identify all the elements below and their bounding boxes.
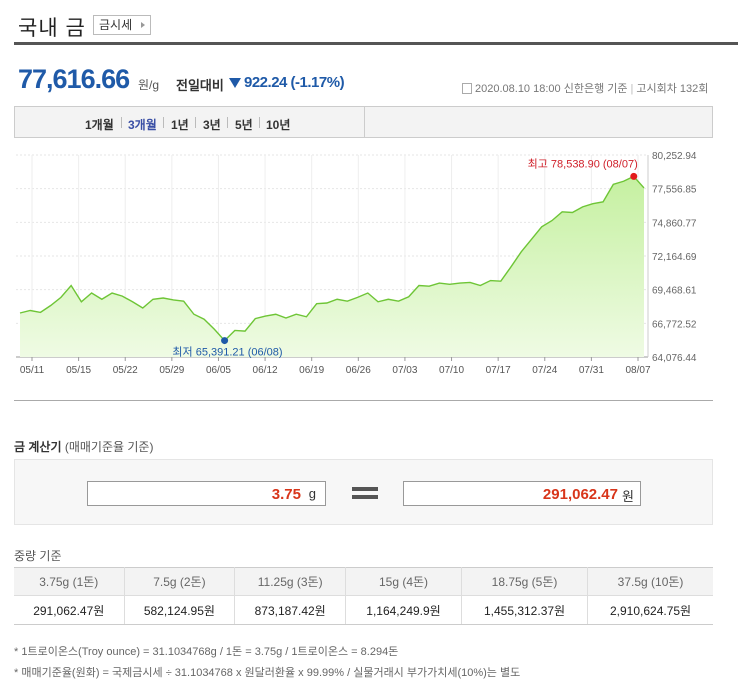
- price-chart-svg: 80,252.94 77,556.85 74,860.77 72,164.69 69,4…: [16, 151, 697, 376]
- calculator-title: 금 계산기 (매매기준율 기준): [14, 438, 153, 455]
- x-tick-label: 05/15: [66, 365, 91, 376]
- price-area: [20, 176, 644, 357]
- document-icon: [462, 83, 472, 94]
- calculator-subtitle: (매매기준율 기준): [64, 440, 154, 454]
- y-tick-label: 77,556.85: [652, 185, 697, 196]
- tab-3-year[interactable]: 3년: [203, 118, 221, 132]
- min-label: 최저 65,391.21 (06/08): [172, 346, 282, 359]
- diff-label: 전일대비: [176, 78, 224, 93]
- weight-value-cell: 1,455,312.37원: [461, 595, 589, 625]
- weight-header-cell: 18.75g (5돈): [461, 567, 589, 596]
- current-price: 77,616.66: [18, 64, 130, 94]
- x-tick-label: 06/05: [206, 365, 231, 376]
- weight-input-unit: g: [308, 486, 316, 501]
- weight-value-cell: 1,164,249.9원: [345, 595, 462, 625]
- calculator-box: 3.75 g 291,062.47 원: [14, 459, 713, 525]
- quote-round: 고시회차 132회: [636, 83, 709, 95]
- max-label: 최고 78,538.90 (08/07): [528, 157, 638, 170]
- diff-value: 922.24 (-1.17%): [244, 74, 345, 91]
- weight-header-cell: 7.5g (2돈): [124, 567, 236, 596]
- min-point: [221, 337, 229, 345]
- quote-bank: 신한은행 기준: [563, 83, 628, 95]
- x-tick-label: 06/12: [253, 365, 278, 376]
- price-unit: 원/g: [138, 78, 160, 92]
- weight-table-header: 3.75g (1돈) 7.5g (2돈) 11.25g (3돈) 15g (4돈…: [14, 567, 713, 596]
- x-tick-label: 05/11: [20, 365, 45, 376]
- x-tick-label: 07/03: [392, 365, 417, 376]
- weight-table-row: 291,062.47원 582,124.95원 873,187.42원 1,16…: [14, 595, 713, 625]
- quote-row: 77,616.66 원/g 전일대비 922.24 (-1.17%) 2020.…: [18, 64, 718, 96]
- x-tick-label: 07/10: [439, 365, 464, 376]
- equals-icon-lower: [352, 495, 378, 499]
- tab-1-year[interactable]: 1년: [171, 118, 189, 132]
- tab-1-month[interactable]: 1개월: [85, 118, 114, 132]
- weight-header-cell: 3.75g (1돈): [14, 567, 125, 596]
- weight-value-cell: 582,124.95원: [124, 595, 236, 625]
- price-line: [19, 175, 645, 342]
- gold-price-tag-button[interactable]: 금시세: [93, 15, 152, 35]
- weight-header-cell: 15g (4돈): [345, 567, 462, 596]
- weight-value-cell: 873,187.42원: [234, 595, 347, 625]
- period-tab-group: 1개월 3개월 1년 3년 5년 10년: [15, 107, 365, 137]
- won-input-value: 291,062.47: [542, 486, 618, 503]
- x-tick-label: 05/22: [113, 365, 138, 376]
- tab-3-month[interactable]: 3개월: [128, 118, 157, 132]
- x-tick-label: 06/26: [346, 365, 371, 376]
- price-chart: 80,252.94 77,556.85 74,860.77 72,164.69 69,4…: [0, 140, 738, 380]
- chevron-right-icon: [141, 22, 146, 28]
- weight-input[interactable]: 3.75 g: [87, 481, 326, 506]
- won-input[interactable]: 291,062.47 원: [403, 481, 641, 506]
- weight-value-cell: 291,062.47원: [14, 595, 125, 625]
- note-exchange-rate: * 매매기준율(원화) = 국제금시세 ÷ 31.1034768 x 원달러환율…: [14, 667, 521, 679]
- quote-date: 2020.08.10 18:00: [475, 83, 561, 95]
- y-tick-label: 80,252.94: [652, 151, 697, 162]
- weight-value-cell: 2,910,624.75원: [587, 595, 713, 625]
- quote-meta: 2020.08.10 18:00 신한은행 기준 | 고시회차 132회: [462, 80, 708, 96]
- y-tick-label: 74,860.77: [652, 218, 697, 229]
- note-troy-ounce: * 1트로이온스(Troy ounce) = 31.1034768g / 1돈 …: [14, 646, 399, 658]
- x-tick-label: 07/17: [486, 365, 511, 376]
- x-tick-label: 07/31: [579, 365, 604, 376]
- y-tick-label: 69,468.61: [652, 286, 697, 297]
- down-arrow-icon: [229, 78, 241, 88]
- header: 국내 금 금시세: [14, 8, 738, 45]
- calculator-title-text: 금 계산기: [14, 440, 62, 454]
- x-tick-label: 07/24: [532, 365, 557, 376]
- weight-input-value: 3.75: [271, 486, 301, 503]
- section-divider: [14, 400, 713, 401]
- y-tick-label: 64,076.44: [652, 353, 697, 364]
- won-input-unit: 원: [622, 489, 634, 504]
- x-tick-label: 08/07: [625, 365, 650, 376]
- y-tick-label: 72,164.69: [652, 252, 697, 263]
- tab-5-year[interactable]: 5년: [235, 118, 253, 132]
- y-tick-label: 66,772.52: [652, 319, 697, 330]
- weight-header-cell: 37.5g (10돈): [587, 567, 713, 596]
- period-tabs: 1개월 3개월 1년 3년 5년 10년: [14, 106, 713, 138]
- tab-10-year[interactable]: 10년: [266, 118, 291, 132]
- weight-header-cell: 11.25g (3돈): [234, 567, 347, 596]
- weight-table-title: 중량 기준: [14, 549, 62, 563]
- x-tick-label: 05/29: [159, 365, 184, 376]
- x-tick-label: 06/19: [299, 365, 324, 376]
- weight-table: 3.75g (1돈) 7.5g (2돈) 11.25g (3돈) 15g (4돈…: [14, 567, 713, 625]
- equals-icon: [352, 487, 378, 491]
- page-title: 국내 금: [18, 17, 86, 40]
- max-point: [630, 172, 638, 180]
- tag-label: 금시세: [99, 18, 133, 32]
